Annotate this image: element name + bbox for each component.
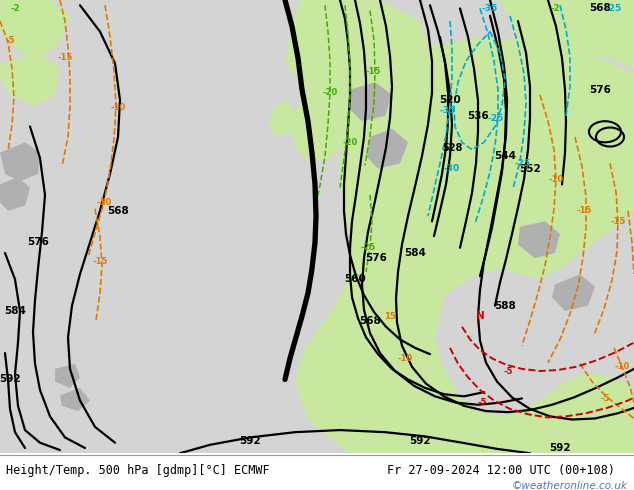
Polygon shape bbox=[290, 84, 355, 163]
Text: -15: -15 bbox=[576, 206, 592, 215]
Text: -25: -25 bbox=[488, 114, 504, 122]
Polygon shape bbox=[348, 82, 392, 121]
Text: -10: -10 bbox=[614, 362, 630, 371]
Text: -10: -10 bbox=[548, 175, 564, 184]
Text: -15: -15 bbox=[365, 67, 380, 76]
Text: -25: -25 bbox=[360, 243, 376, 252]
Polygon shape bbox=[500, 0, 634, 69]
Text: -15: -15 bbox=[93, 257, 108, 266]
Text: -30: -30 bbox=[444, 164, 460, 173]
Text: 568: 568 bbox=[359, 317, 381, 326]
Text: 584: 584 bbox=[404, 248, 426, 258]
Polygon shape bbox=[60, 388, 90, 411]
Text: -35: -35 bbox=[482, 4, 498, 13]
Text: Fr 27-09-2024 12:00 UTC (00+108): Fr 27-09-2024 12:00 UTC (00+108) bbox=[387, 465, 615, 477]
Polygon shape bbox=[0, 0, 70, 58]
Text: 592: 592 bbox=[549, 443, 571, 453]
Text: -5: -5 bbox=[477, 398, 487, 407]
Text: 560: 560 bbox=[344, 274, 366, 284]
Text: 588: 588 bbox=[494, 301, 516, 311]
Text: 544: 544 bbox=[494, 151, 516, 161]
Text: N: N bbox=[476, 311, 484, 321]
Text: 584: 584 bbox=[4, 306, 26, 316]
Text: -35: -35 bbox=[440, 106, 456, 115]
Text: -10: -10 bbox=[96, 198, 112, 207]
Text: -10: -10 bbox=[398, 354, 413, 363]
Text: -25: -25 bbox=[606, 4, 622, 13]
Polygon shape bbox=[0, 177, 30, 211]
Polygon shape bbox=[0, 142, 40, 181]
Text: 568: 568 bbox=[589, 3, 611, 13]
Text: ©weatheronline.co.uk: ©weatheronline.co.uk bbox=[512, 481, 628, 490]
Polygon shape bbox=[295, 37, 634, 453]
Polygon shape bbox=[268, 100, 295, 137]
Text: -20: -20 bbox=[322, 88, 338, 97]
Text: 568: 568 bbox=[107, 206, 129, 216]
Polygon shape bbox=[285, 0, 430, 126]
Text: -2: -2 bbox=[550, 4, 560, 13]
Text: 592: 592 bbox=[239, 436, 261, 445]
Polygon shape bbox=[0, 53, 60, 105]
Text: -10: -10 bbox=[110, 103, 126, 112]
Text: -2: -2 bbox=[10, 4, 20, 13]
Text: 528: 528 bbox=[442, 143, 462, 152]
Text: -5: -5 bbox=[503, 367, 513, 375]
Text: 15: 15 bbox=[384, 312, 396, 321]
Text: 536: 536 bbox=[467, 111, 489, 121]
Text: 576: 576 bbox=[27, 238, 49, 247]
Text: 576: 576 bbox=[365, 253, 387, 263]
Text: -15: -15 bbox=[611, 217, 626, 226]
Text: -20: -20 bbox=[342, 138, 358, 147]
Polygon shape bbox=[518, 221, 560, 258]
Polygon shape bbox=[55, 364, 80, 388]
Polygon shape bbox=[552, 274, 595, 311]
Text: 552: 552 bbox=[519, 164, 541, 173]
Text: 576: 576 bbox=[589, 85, 611, 95]
Text: 520: 520 bbox=[439, 95, 461, 105]
Text: -25: -25 bbox=[515, 159, 531, 168]
Text: -5: -5 bbox=[600, 394, 610, 403]
Text: 592: 592 bbox=[0, 374, 21, 385]
Text: -15: -15 bbox=[57, 53, 73, 62]
Text: 592: 592 bbox=[409, 436, 431, 445]
Text: Height/Temp. 500 hPa [gdmp][°C] ECMWF: Height/Temp. 500 hPa [gdmp][°C] ECMWF bbox=[6, 465, 270, 477]
Polygon shape bbox=[366, 128, 408, 169]
Text: -5: -5 bbox=[5, 36, 15, 45]
